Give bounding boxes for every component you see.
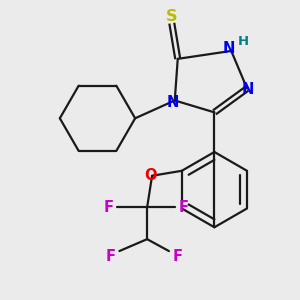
Text: F: F	[179, 200, 189, 215]
Text: S: S	[166, 9, 178, 24]
Text: F: F	[106, 248, 116, 263]
Text: F: F	[103, 200, 113, 215]
Text: F: F	[173, 248, 183, 263]
Text: N: N	[242, 82, 254, 97]
Text: H: H	[238, 34, 249, 47]
Text: N: N	[223, 41, 236, 56]
Text: N: N	[167, 95, 179, 110]
Text: O: O	[144, 168, 156, 183]
